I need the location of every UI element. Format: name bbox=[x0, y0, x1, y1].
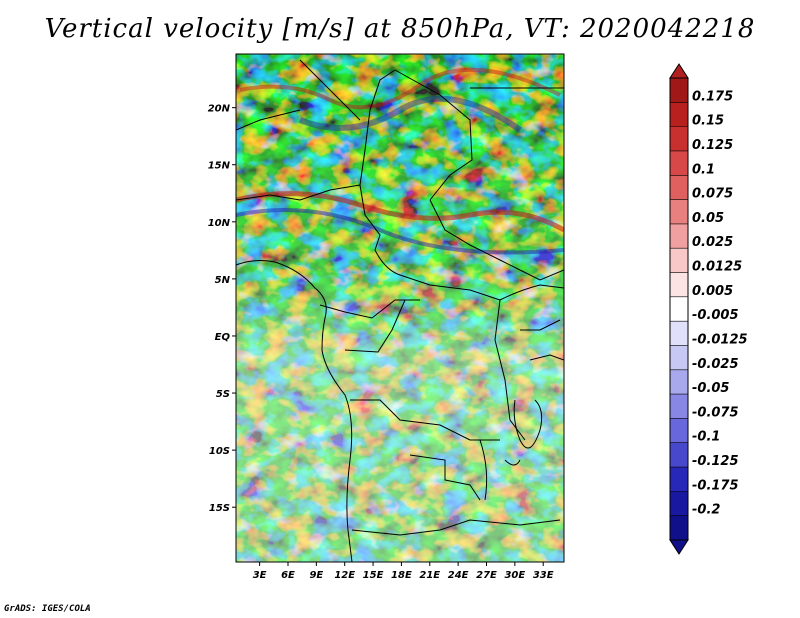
colorbar-segment bbox=[670, 345, 688, 371]
colorbar-label: -0.175 bbox=[692, 478, 739, 493]
colorbar-label: 0.05 bbox=[692, 211, 724, 226]
colorbar-segment bbox=[670, 369, 688, 395]
lon-tick-label: 12E bbox=[334, 570, 355, 581]
colorbar-segment bbox=[670, 321, 688, 346]
colorbar: 0.175 0.15 0.125 0.1 0.075 0.05 0.025 0.0125 0.0… bbox=[669, 63, 748, 555]
colorbar-segment bbox=[670, 102, 688, 127]
colorbar-label: 0.025 bbox=[692, 235, 733, 250]
colorbar-segment bbox=[670, 394, 688, 419]
lon-tick-label: 21E bbox=[419, 570, 440, 581]
colorbar-segment bbox=[670, 150, 688, 176]
colorbar-segment bbox=[670, 199, 688, 225]
colorbar-label: -0.1 bbox=[692, 430, 720, 445]
lon-tick-label: 24E bbox=[448, 570, 469, 581]
colorbar-label: 0.005 bbox=[692, 284, 733, 299]
lat-tick-label: 15S bbox=[209, 503, 230, 514]
lat-tick-label: 10S bbox=[209, 446, 230, 457]
colorbar-bottom-arrow bbox=[669, 539, 689, 555]
country-borders bbox=[236, 59, 564, 562]
map-title: Vertical velocity [m/s] at 850hPa, VT: 2… bbox=[44, 14, 756, 44]
lon-tick-label: 27E bbox=[476, 570, 497, 581]
colorbar-segment bbox=[670, 418, 688, 444]
colorbar-segment bbox=[670, 467, 688, 492]
lon-tick-label: 30E bbox=[504, 570, 525, 581]
colorbar-segment bbox=[670, 442, 688, 468]
lon-tick-label: 18E bbox=[391, 570, 412, 581]
map-frame bbox=[235, 53, 565, 563]
colorbar-segment bbox=[670, 248, 688, 273]
colorbar-segment bbox=[670, 296, 688, 322]
colorbar-segment bbox=[670, 491, 688, 516]
colorbar-segment bbox=[670, 272, 688, 298]
colorbar-label: 0.1 bbox=[692, 162, 715, 177]
colorbar-label: -0.075 bbox=[692, 405, 739, 420]
colorbar-label: -0.125 bbox=[692, 454, 739, 469]
colorbar-segment bbox=[670, 223, 688, 249]
lon-tick-label: 3E bbox=[253, 570, 267, 581]
lat-tick-label: 5S bbox=[216, 389, 230, 400]
lat-tick-label: 10N bbox=[208, 218, 231, 229]
latitude-axis: 20N 15N 10N 5N EQ 5S 10S 15S bbox=[208, 104, 236, 514]
colorbar-label: -0.05 bbox=[692, 381, 729, 396]
colorbar-label: 0.175 bbox=[692, 89, 733, 104]
lon-tick-label: 6E bbox=[281, 570, 295, 581]
longitude-axis: 3E 6E 9E 12E 15E 18E 21E 24E 27E 30E 33E bbox=[253, 562, 554, 581]
lat-tick-label: 5N bbox=[215, 275, 231, 286]
colorbar-label: 0.125 bbox=[692, 138, 733, 153]
lon-tick-label: 33E bbox=[533, 570, 554, 581]
colorbar-label: -0.025 bbox=[692, 357, 739, 372]
colorbar-segment bbox=[670, 175, 688, 200]
lat-tick-label: 15N bbox=[208, 161, 231, 172]
colorbar-label: -0.005 bbox=[692, 308, 739, 323]
lon-tick-label: 15E bbox=[363, 570, 384, 581]
colorbar-segment bbox=[670, 126, 688, 152]
colorbar-frame bbox=[669, 77, 689, 541]
velocity-field bbox=[236, 54, 564, 562]
colorbar-segment bbox=[670, 78, 688, 103]
grads-credit: GrADS: IGES/COLA bbox=[4, 604, 91, 614]
colorbar-label: 0.075 bbox=[692, 187, 733, 202]
colorbar-top-arrow bbox=[669, 63, 689, 79]
colorbar-label: -0.2 bbox=[692, 503, 720, 518]
colorbar-label: 0.0125 bbox=[692, 260, 742, 275]
lon-tick-label: 9E bbox=[309, 570, 323, 581]
lat-tick-label: 20N bbox=[208, 104, 231, 115]
lat-tick-label: EQ bbox=[215, 332, 231, 343]
colorbar-segment bbox=[670, 515, 688, 541]
colorbar-label: 0.15 bbox=[692, 114, 724, 129]
colorbar-label: -0.0125 bbox=[692, 332, 748, 347]
